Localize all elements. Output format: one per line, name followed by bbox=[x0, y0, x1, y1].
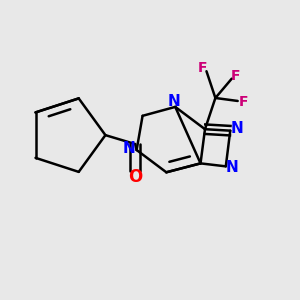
Text: N: N bbox=[230, 121, 243, 136]
Text: N: N bbox=[167, 94, 180, 109]
Text: N: N bbox=[123, 141, 136, 156]
Text: O: O bbox=[128, 168, 142, 186]
Text: F: F bbox=[198, 61, 208, 75]
Text: N: N bbox=[226, 160, 239, 175]
Text: F: F bbox=[238, 95, 248, 110]
Text: F: F bbox=[231, 69, 240, 83]
